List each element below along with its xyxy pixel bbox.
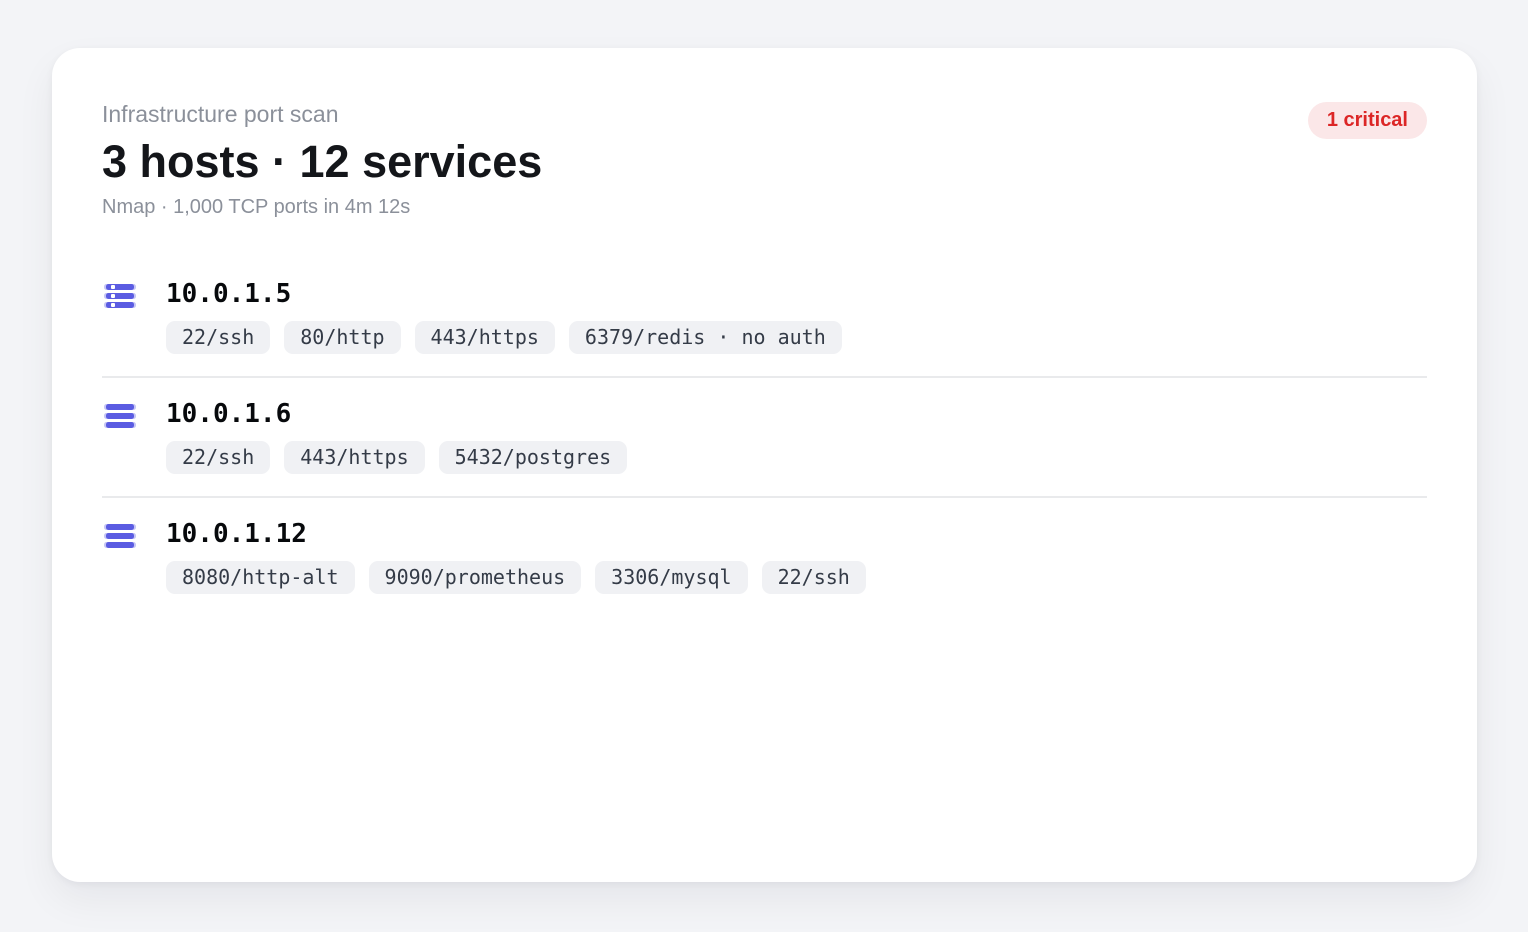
server-bar [106, 404, 134, 410]
service-tag: 9090/prometheus [368, 561, 582, 594]
server-bars-icon [106, 524, 134, 548]
host-icon-column [102, 278, 166, 308]
host-main: 10.0.1.5 22/ssh 80/http 443/https 6379/redi… [166, 278, 1427, 354]
host-main: 10.0.1.12 8080/http-alt 9090/prometheus 33… [166, 518, 1427, 594]
server-bar [106, 284, 134, 290]
service-tag: 6379/redis · no auth [568, 321, 842, 354]
server-bar [106, 302, 134, 308]
server-bar [106, 524, 134, 530]
host-main: 10.0.1.6 22/ssh 443/https 5432/postgres [166, 398, 1427, 474]
server-bar [106, 533, 134, 539]
host-row: 10.0.1.12 8080/http-alt 9090/prometheus 33… [102, 496, 1427, 616]
server-bar [106, 413, 134, 419]
header-text-group: Infrastructure port scan 3 hosts · 12 se… [102, 100, 542, 220]
host-ip: 10.0.1.12 [166, 519, 307, 549]
service-tag: 22/ssh [166, 321, 271, 354]
host-icon-column [102, 398, 166, 428]
port-scan-card: Infrastructure port scan 3 hosts · 12 se… [52, 48, 1477, 882]
service-tag: 5432/postgres [438, 441, 628, 474]
service-tag: 80/http [284, 321, 401, 354]
scan-details-subtitle: Nmap · 1,000 TCP ports in 4m 12s [102, 196, 411, 218]
service-tag: 22/ssh [166, 441, 271, 474]
server-bar [106, 422, 134, 428]
service-tag-list: 8080/http-alt 9090/prometheus 3306/mysql 22… [166, 561, 1427, 594]
server-bars-icon [106, 404, 134, 428]
scan-summary-title: 3 hosts · 12 services [102, 136, 543, 187]
host-row: 10.0.1.5 22/ssh 80/http 443/https 6379/redi… [102, 258, 1427, 376]
host-ip: 10.0.1.5 [166, 279, 292, 309]
host-row: 10.0.1.6 22/ssh 443/https 5432/postgres [102, 376, 1427, 496]
service-tag-list: 22/ssh 443/https 5432/postgres [166, 441, 1427, 474]
service-tag-list: 22/ssh 80/http 443/https 6379/redis · no au… [166, 321, 1427, 354]
service-tag: 443/https [414, 321, 555, 354]
service-tag: 3306/mysql [595, 561, 748, 594]
server-rack-icon [106, 284, 134, 308]
scan-type-label: Infrastructure port scan [102, 101, 339, 127]
server-bar [106, 542, 134, 548]
card-header: Infrastructure port scan 3 hosts · 12 se… [102, 100, 1427, 220]
server-bar [106, 293, 134, 299]
service-tag: 443/https [284, 441, 425, 474]
service-tag: 8080/http-alt [166, 561, 355, 594]
critical-count-badge: 1 critical [1307, 102, 1427, 139]
host-ip: 10.0.1.6 [166, 399, 292, 429]
host-list: 10.0.1.5 22/ssh 80/http 443/https 6379/redi… [102, 258, 1427, 616]
host-icon-column [102, 518, 166, 548]
service-tag: 22/ssh [761, 561, 866, 594]
